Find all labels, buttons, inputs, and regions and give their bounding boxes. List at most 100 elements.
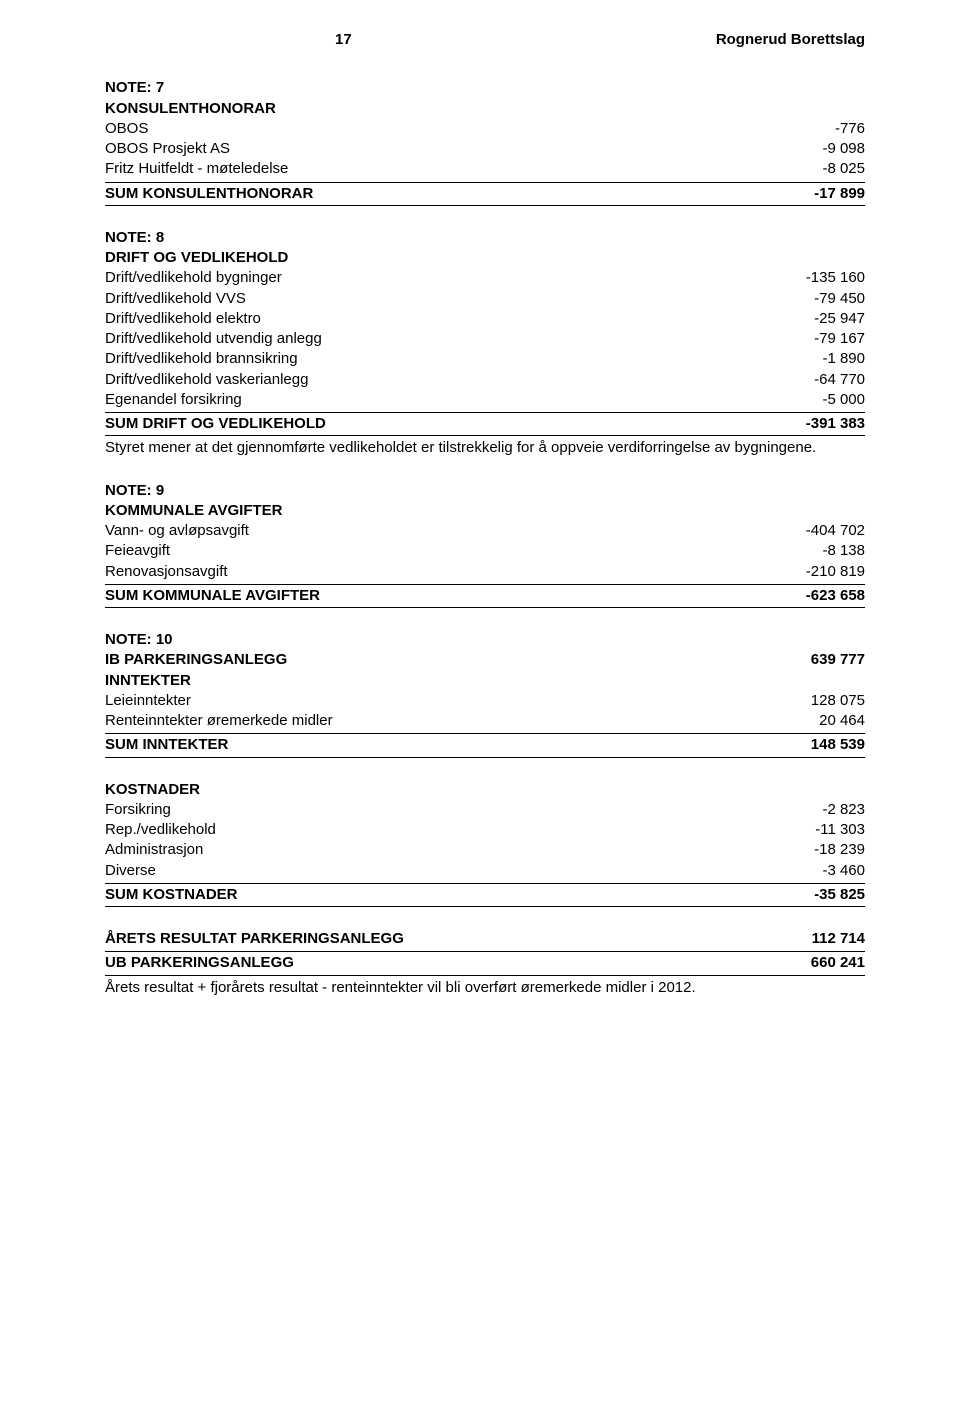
- row-value: -79 167: [814, 329, 865, 349]
- ib-value: 639 777: [811, 650, 865, 670]
- row-value: 128 075: [811, 691, 865, 711]
- table-row: Egenandel forsikring -5 000: [105, 390, 865, 410]
- sum-value: 148 539: [811, 735, 865, 755]
- table-row: OBOS -776: [105, 119, 865, 139]
- row-label: Drift/vedlikehold vaskerianlegg: [105, 370, 814, 390]
- table-row: Feieavgift -8 138: [105, 541, 865, 561]
- sum-value: -17 899: [814, 184, 865, 204]
- table-row: Drift/vedlikehold bygninger -135 160: [105, 268, 865, 288]
- table-row: Administrasjon -18 239: [105, 840, 865, 860]
- row-label: Drift/vedlikehold brannsikring: [105, 349, 822, 369]
- row-value: -64 770: [814, 370, 865, 390]
- kostnader-title: KOSTNADER: [105, 780, 865, 800]
- row-value: -5 000: [822, 390, 865, 410]
- row-value: -18 239: [814, 840, 865, 860]
- row-label: Diverse: [105, 861, 822, 881]
- sum-label: SUM KONSULENTHONORAR: [105, 184, 814, 204]
- note-9: NOTE: 9 KOMMUNALE AVGIFTER Vann- og avlø…: [105, 481, 865, 609]
- table-row: Renteinntekter øremerkede midler 20 464: [105, 711, 865, 731]
- note-7-title: NOTE: 7: [105, 78, 865, 98]
- note-7: NOTE: 7 KONSULENTHONORAR OBOS -776 OBOS …: [105, 78, 865, 206]
- note-7-sum: SUM KONSULENTHONORAR -17 899: [105, 182, 865, 206]
- ub-value: 660 241: [811, 953, 865, 973]
- row-label: OBOS Prosjekt AS: [105, 139, 822, 159]
- row-label: Vann- og avløpsavgift: [105, 521, 806, 541]
- row-label: Renovasjonsavgift: [105, 562, 806, 582]
- table-row: Forsikring -2 823: [105, 800, 865, 820]
- sum-label: SUM DRIFT OG VEDLIKEHOLD: [105, 414, 806, 434]
- sum-value: -391 383: [806, 414, 865, 434]
- org-name: Rognerud Borettslag: [716, 30, 865, 50]
- sum-label: SUM KOSTNADER: [105, 885, 814, 905]
- row-label: Drift/vedlikehold utvendig anlegg: [105, 329, 814, 349]
- note-9-subtitle: KOMMUNALE AVGIFTER: [105, 501, 865, 521]
- resultat-label: ÅRETS RESULTAT PARKERINGSANLEGG: [105, 929, 812, 949]
- note-10-title: NOTE: 10: [105, 630, 865, 650]
- table-row: Diverse -3 460: [105, 861, 865, 881]
- row-value: -404 702: [806, 521, 865, 541]
- row-label: OBOS: [105, 119, 835, 139]
- note-10-body: Årets resultat + fjorårets resultat - re…: [105, 978, 865, 998]
- sum-label: SUM KOMMUNALE AVGIFTER: [105, 586, 806, 606]
- inntekter-title: INNTEKTER: [105, 671, 865, 691]
- sum-value: -35 825: [814, 885, 865, 905]
- inntekter-sum: SUM INNTEKTER 148 539: [105, 733, 865, 757]
- row-label: Rep./vedlikehold: [105, 820, 815, 840]
- row-value: -135 160: [806, 268, 865, 288]
- row-value: -8 138: [822, 541, 865, 561]
- kostnader-sum: SUM KOSTNADER -35 825: [105, 883, 865, 907]
- table-row: Drift/vedlikehold elektro -25 947: [105, 309, 865, 329]
- note-10-ib: IB PARKERINGSANLEGG 639 777: [105, 650, 865, 670]
- row-label: Administrasjon: [105, 840, 814, 860]
- note-9-title: NOTE: 9: [105, 481, 865, 501]
- sum-value: -623 658: [806, 586, 865, 606]
- row-label: Drift/vedlikehold elektro: [105, 309, 814, 329]
- ib-label: IB PARKERINGSANLEGG: [105, 650, 811, 670]
- row-value: -79 450: [814, 289, 865, 309]
- ub-row: UB PARKERINGSANLEGG 660 241: [105, 951, 865, 975]
- table-row: Drift/vedlikehold VVS -79 450: [105, 289, 865, 309]
- row-value: -25 947: [814, 309, 865, 329]
- note-10: NOTE: 10 IB PARKERINGSANLEGG 639 777 INN…: [105, 630, 865, 758]
- row-value: -2 823: [822, 800, 865, 820]
- row-value: -3 460: [822, 861, 865, 881]
- note-8-subtitle: DRIFT OG VEDLIKEHOLD: [105, 248, 865, 268]
- table-row: Drift/vedlikehold utvendig anlegg -79 16…: [105, 329, 865, 349]
- row-value: -776: [835, 119, 865, 139]
- note-8-body: Styret mener at det gjennomførte vedlike…: [105, 438, 865, 458]
- row-value: -11 303: [815, 820, 865, 840]
- row-label: Renteinntekter øremerkede midler: [105, 711, 819, 731]
- table-row: Leieinntekter 128 075: [105, 691, 865, 711]
- note-10-kostnader: KOSTNADER Forsikring -2 823 Rep./vedlike…: [105, 780, 865, 908]
- row-label: Leieinntekter: [105, 691, 811, 711]
- row-value: 20 464: [819, 711, 865, 731]
- row-label: Feieavgift: [105, 541, 822, 561]
- table-row: Fritz Huitfeldt - møteledelse -8 025: [105, 159, 865, 179]
- note-7-subtitle: KONSULENTHONORAR: [105, 99, 865, 119]
- page-number: 17: [335, 30, 352, 50]
- sum-label: SUM INNTEKTER: [105, 735, 811, 755]
- row-label: Fritz Huitfeldt - møteledelse: [105, 159, 822, 179]
- note-8-sum: SUM DRIFT OG VEDLIKEHOLD -391 383: [105, 412, 865, 436]
- resultat-value: 112 714: [812, 929, 865, 949]
- resultat-row: ÅRETS RESULTAT PARKERINGSANLEGG 112 714: [105, 929, 865, 949]
- note-8: NOTE: 8 DRIFT OG VEDLIKEHOLD Drift/vedli…: [105, 228, 865, 459]
- table-row: Vann- og avløpsavgift -404 702: [105, 521, 865, 541]
- page-header: 17 Rognerud Borettslag: [105, 30, 865, 50]
- table-row: Rep./vedlikehold -11 303: [105, 820, 865, 840]
- row-label: Drift/vedlikehold VVS: [105, 289, 814, 309]
- row-value: -1 890: [822, 349, 865, 369]
- row-label: Drift/vedlikehold bygninger: [105, 268, 806, 288]
- ub-label: UB PARKERINGSANLEGG: [105, 953, 811, 973]
- row-value: -9 098: [822, 139, 865, 159]
- table-row: OBOS Prosjekt AS -9 098: [105, 139, 865, 159]
- row-value: -210 819: [806, 562, 865, 582]
- table-row: Drift/vedlikehold vaskerianlegg -64 770: [105, 370, 865, 390]
- row-label: Egenandel forsikring: [105, 390, 822, 410]
- note-9-sum: SUM KOMMUNALE AVGIFTER -623 658: [105, 584, 865, 608]
- note-8-title: NOTE: 8: [105, 228, 865, 248]
- row-value: -8 025: [822, 159, 865, 179]
- table-row: Drift/vedlikehold brannsikring -1 890: [105, 349, 865, 369]
- table-row: Renovasjonsavgift -210 819: [105, 562, 865, 582]
- note-10-resultat: ÅRETS RESULTAT PARKERINGSANLEGG 112 714 …: [105, 929, 865, 998]
